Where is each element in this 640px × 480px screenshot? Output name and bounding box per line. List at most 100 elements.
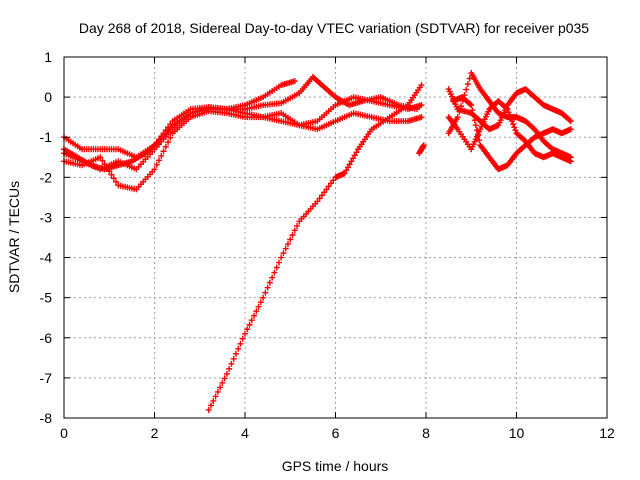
data-point	[507, 115, 514, 122]
data-point	[282, 245, 289, 252]
series-track-e	[205, 82, 425, 413]
x-tick-label: 8	[422, 425, 430, 441]
x-tick-label: 2	[151, 425, 159, 441]
data-point	[246, 321, 253, 328]
data-point	[325, 183, 332, 190]
data-point	[97, 154, 104, 161]
data-point	[344, 164, 351, 171]
data-point	[458, 103, 465, 110]
data-point	[208, 402, 215, 409]
data-point	[160, 148, 167, 155]
data-point	[230, 355, 237, 362]
data-point	[165, 139, 172, 146]
data-point	[165, 124, 172, 131]
data-series	[61, 70, 574, 413]
x-axis-label: GPS time / hours	[282, 458, 389, 474]
data-point	[506, 112, 513, 119]
data-point	[420, 142, 427, 149]
data-point	[346, 161, 353, 168]
data-point	[269, 274, 276, 281]
data-point	[466, 75, 473, 82]
chart-title: Day 268 of 2018, Sidereal Day-to-day VTE…	[79, 20, 589, 36]
data-point	[341, 170, 348, 177]
data-point	[323, 186, 330, 193]
data-point	[162, 143, 169, 150]
data-point	[291, 78, 298, 85]
series-track-c	[61, 94, 425, 193]
data-point	[242, 330, 248, 337]
data-point	[470, 112, 477, 119]
data-point	[237, 340, 244, 347]
data-point	[330, 177, 337, 184]
x-tick-label: 10	[509, 425, 525, 441]
data-point	[167, 121, 174, 128]
x-tick-label: 4	[241, 425, 249, 441]
data-point	[228, 360, 235, 367]
data-point	[271, 269, 278, 276]
y-tick-label: -5	[40, 290, 53, 306]
data-point	[468, 102, 475, 109]
y-tick-label: 0	[44, 89, 52, 105]
series-track-d	[61, 74, 420, 173]
data-point	[162, 127, 169, 134]
data-point	[257, 299, 264, 306]
data-point	[248, 317, 255, 324]
x-tick-label: 12	[599, 425, 615, 441]
data-point	[418, 82, 425, 89]
data-point	[316, 195, 323, 202]
data-point	[567, 126, 574, 133]
data-point	[219, 379, 226, 386]
data-point	[153, 161, 160, 168]
data-point	[413, 106, 420, 113]
data-point	[318, 192, 325, 199]
data-point	[151, 166, 158, 173]
y-tick-label: -4	[40, 250, 53, 266]
y-tick-label: -1	[40, 129, 53, 145]
data-point	[567, 158, 574, 165]
data-point	[456, 108, 463, 115]
data-point	[418, 102, 425, 109]
data-point	[110, 175, 117, 182]
y-tick-label: -6	[40, 330, 53, 346]
data-point	[327, 180, 334, 187]
data-point	[471, 117, 478, 124]
data-point	[273, 264, 280, 271]
series-track-j	[450, 94, 574, 173]
data-point	[287, 236, 294, 243]
y-tick-label: -2	[40, 169, 53, 185]
data-point	[350, 155, 357, 162]
data-point	[464, 81, 471, 88]
data-point	[253, 308, 260, 315]
data-point	[463, 86, 470, 93]
data-point	[266, 279, 273, 286]
data-point	[167, 134, 174, 141]
x-axis-ticks: 0 2 4 6 8 10 12	[60, 57, 615, 441]
data-point	[156, 157, 163, 164]
data-point	[113, 178, 120, 185]
y-axis-label: SDTVAR / TECUs	[6, 181, 22, 293]
y-axis-ticks: 1 0 -1 -2 -3 -4 -5 -6 -7 -8	[40, 49, 607, 426]
data-point	[475, 132, 482, 139]
data-point	[284, 241, 291, 248]
data-point	[160, 130, 167, 137]
data-point	[260, 294, 267, 301]
y-tick-label: 1	[44, 49, 52, 65]
data-point	[214, 388, 221, 395]
data-point	[503, 105, 510, 112]
data-point	[314, 198, 321, 205]
data-point	[158, 152, 165, 159]
data-point	[343, 167, 350, 174]
data-point	[251, 312, 258, 319]
data-point	[289, 231, 296, 238]
data-point	[351, 152, 358, 159]
data-point	[454, 114, 461, 121]
data-point	[508, 118, 515, 125]
data-point	[239, 335, 246, 342]
data-point	[235, 345, 242, 352]
data-point	[275, 259, 282, 266]
data-point	[291, 227, 298, 234]
data-point	[205, 406, 212, 413]
data-point	[467, 101, 474, 108]
gridlines	[64, 57, 607, 418]
